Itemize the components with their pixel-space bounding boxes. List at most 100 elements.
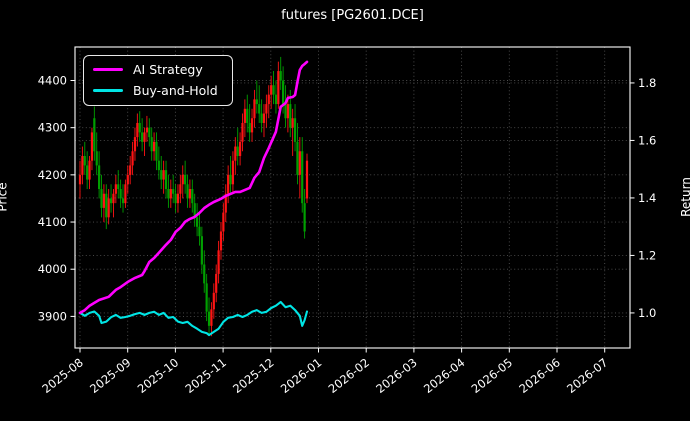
buy-and-hold-line-swatch bbox=[93, 88, 123, 93]
price-tick-label: 4300 bbox=[38, 121, 67, 135]
candle-body bbox=[88, 160, 91, 180]
candle-body bbox=[293, 118, 297, 142]
legend-item-ai-strategy: AI Strategy bbox=[93, 62, 218, 78]
return-tick-label: 1.2 bbox=[638, 248, 656, 262]
candle-body bbox=[136, 122, 139, 138]
candle-body bbox=[279, 71, 282, 81]
candle-body bbox=[184, 174, 187, 185]
candle-body bbox=[102, 193, 105, 208]
candle-body bbox=[126, 174, 129, 185]
candle-body bbox=[212, 292, 215, 310]
candle-body bbox=[172, 189, 175, 194]
candle-body bbox=[236, 146, 239, 156]
candle-body bbox=[207, 311, 211, 326]
candle-body bbox=[95, 151, 98, 166]
candle-body bbox=[272, 85, 275, 95]
candle-body bbox=[188, 189, 192, 199]
candle-body bbox=[138, 122, 141, 133]
return-tick-label: 1.8 bbox=[638, 76, 656, 90]
candle-body bbox=[198, 226, 201, 237]
candle-body bbox=[265, 104, 268, 114]
candle-body bbox=[121, 198, 125, 204]
price-tick-label: 4000 bbox=[38, 262, 67, 276]
candle-body bbox=[186, 184, 189, 199]
candle-body bbox=[258, 104, 261, 114]
candle-body bbox=[222, 212, 225, 232]
candle-body bbox=[131, 151, 134, 166]
candle-body bbox=[305, 160, 309, 199]
candle-body bbox=[117, 184, 120, 190]
candle-body bbox=[284, 104, 287, 119]
ai-strategy-line bbox=[78, 60, 309, 315]
candle-body bbox=[169, 189, 172, 199]
buy-and-hold-line bbox=[78, 300, 309, 337]
candle-body bbox=[145, 127, 149, 133]
y-axis-label-return: Return bbox=[679, 177, 690, 217]
tick-marks bbox=[70, 79, 635, 353]
candle-body bbox=[124, 184, 127, 204]
legend-label: AI Strategy bbox=[133, 62, 203, 77]
legend: AI Strategy Buy-and-Hold bbox=[83, 55, 233, 107]
candle-body bbox=[210, 309, 213, 326]
candle-body bbox=[112, 193, 115, 204]
candle-body bbox=[157, 160, 160, 171]
candle-body bbox=[181, 174, 184, 185]
candle-body bbox=[250, 118, 254, 133]
candle-body bbox=[215, 273, 218, 293]
candle-body bbox=[148, 127, 151, 138]
candle-body bbox=[260, 113, 263, 123]
candle-body bbox=[86, 165, 89, 180]
candle-body bbox=[270, 85, 273, 95]
candle-body bbox=[248, 122, 251, 133]
candle-body bbox=[90, 132, 94, 161]
price-tick-label: 4200 bbox=[38, 168, 67, 182]
candle-body bbox=[224, 193, 227, 213]
candle-body bbox=[129, 165, 132, 175]
legend-item-buy-and-hold: Buy-and-Hold bbox=[93, 83, 218, 99]
candle-body bbox=[174, 193, 177, 204]
return-tick-label: 1.0 bbox=[638, 306, 656, 320]
return-tick-label: 1.6 bbox=[638, 133, 656, 147]
candle-body bbox=[217, 250, 220, 274]
candle-body bbox=[107, 198, 110, 218]
candle-body bbox=[193, 203, 196, 218]
candle-body bbox=[262, 113, 266, 123]
candle-body bbox=[231, 160, 235, 185]
candle-body bbox=[286, 104, 289, 119]
candle-body bbox=[114, 184, 117, 194]
candle-body bbox=[243, 108, 246, 123]
candle-body bbox=[274, 94, 278, 105]
candle-body bbox=[141, 132, 144, 142]
y-axis-label-price: Price bbox=[0, 182, 10, 212]
candle-body bbox=[291, 118, 294, 128]
candle-body bbox=[167, 189, 170, 199]
candle-body bbox=[100, 189, 103, 208]
candle-body bbox=[277, 71, 280, 105]
candle-body bbox=[267, 94, 270, 105]
candle-body bbox=[301, 151, 304, 204]
return-tick-label: 1.4 bbox=[638, 191, 656, 205]
candle-body bbox=[296, 141, 299, 175]
candle-body bbox=[289, 104, 292, 128]
candle-body bbox=[195, 217, 199, 227]
price-tick-label: 4100 bbox=[38, 215, 67, 229]
price-tick-label: 3900 bbox=[38, 309, 67, 323]
legend-label: Buy-and-Hold bbox=[133, 82, 218, 98]
candle-body bbox=[255, 99, 258, 105]
candle-body bbox=[303, 203, 306, 232]
candle-body bbox=[227, 174, 230, 194]
candle-body bbox=[238, 141, 242, 156]
candle-body bbox=[78, 174, 82, 185]
candle-body bbox=[162, 170, 165, 180]
chart-title: futures [PG2601.DCE] bbox=[281, 8, 424, 23]
candle-body bbox=[298, 151, 301, 175]
candle-body bbox=[179, 184, 182, 194]
candle-body bbox=[164, 170, 168, 190]
candle-body bbox=[241, 122, 244, 142]
candle-body bbox=[229, 174, 232, 185]
candle-body bbox=[203, 264, 206, 284]
candle-body bbox=[143, 132, 146, 142]
candle-body bbox=[160, 170, 163, 180]
